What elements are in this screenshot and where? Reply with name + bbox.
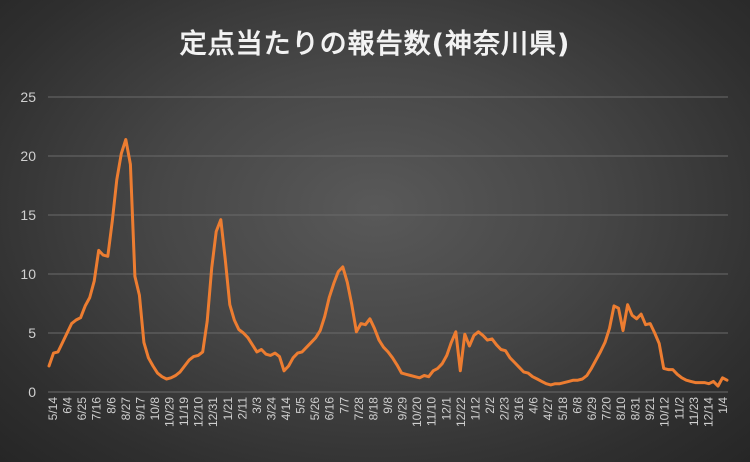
x-tick-label: 11/19 [177, 397, 191, 426]
x-tick-label: 8/18 [366, 397, 380, 421]
x-tick-label: 11/23 [687, 397, 701, 426]
y-tick-label: 5 [28, 325, 36, 341]
x-tick-label: 3/24 [264, 397, 278, 421]
x-tick-label: 3/3 [250, 397, 264, 414]
x-tick-label: 5/26 [308, 397, 322, 421]
x-tick-label: 5/5 [294, 397, 308, 414]
x-tick-label: 5/18 [556, 397, 570, 421]
x-tick-label: 7/20 [599, 397, 613, 421]
y-tick-label: 15 [20, 207, 36, 223]
y-tick-label: 10 [20, 266, 36, 282]
x-tick-label: 8/31 [629, 397, 643, 421]
x-tick-label: 11/10 [425, 397, 439, 426]
x-tick-label: 7/28 [352, 397, 366, 421]
x-tick-label: 6/29 [585, 397, 599, 421]
x-tick-label: 7/16 [90, 397, 104, 421]
series-line [47, 138, 729, 388]
x-tick-label: 9/17 [133, 397, 147, 421]
x-tick-label: 9/21 [643, 397, 657, 421]
x-tick-label: 3/16 [512, 397, 526, 421]
x-tick-label: 8/27 [119, 397, 133, 421]
x-tick-label: 4/6 [527, 397, 541, 414]
x-tick-label: 10/8 [148, 397, 162, 421]
x-tick-label: 1/12 [468, 397, 482, 421]
x-tick-label: 12/1 [439, 397, 453, 421]
x-tick-label: 10/12 [658, 397, 672, 427]
x-tick-label: 8/6 [104, 397, 118, 414]
y-tick-label: 0 [28, 384, 36, 400]
x-tick-label: 4/14 [279, 397, 293, 421]
x-tick-label: 12/14 [701, 397, 715, 427]
x-tick-label: 6/4 [61, 397, 75, 414]
x-tick-label: 1/21 [221, 397, 235, 421]
x-tick-label: 1/4 [716, 397, 730, 414]
x-tick-label: 7/7 [337, 397, 351, 414]
x-tick-label: 12/22 [454, 397, 468, 427]
chart-title: 定点当たりの報告数(神奈川県) [179, 29, 571, 60]
x-tick-label: 10/29 [163, 397, 177, 427]
x-tick-label: 12/10 [192, 397, 206, 427]
x-tick-label: 6/16 [323, 397, 337, 421]
x-tick-label: 11/2 [672, 397, 686, 420]
y-tick-label: 20 [20, 148, 36, 164]
x-tick-label: 6/25 [75, 397, 89, 421]
x-tick-label: 2/2 [483, 397, 497, 414]
x-tick-label: 9/8 [381, 397, 395, 414]
x-tick-label: 6/8 [570, 397, 584, 414]
x-tick-label: 10/20 [410, 397, 424, 427]
x-tick-label: 4/27 [541, 397, 555, 421]
y-tick-label: 25 [20, 89, 36, 105]
x-tick-label: 8/10 [614, 397, 628, 421]
x-tick-label: 5/14 [46, 397, 60, 421]
x-tick-label: 9/29 [396, 397, 410, 421]
x-tick-label: 2/11 [235, 397, 249, 420]
x-tick-label: 2/23 [498, 397, 512, 421]
x-tick-label: 12/31 [206, 397, 220, 427]
